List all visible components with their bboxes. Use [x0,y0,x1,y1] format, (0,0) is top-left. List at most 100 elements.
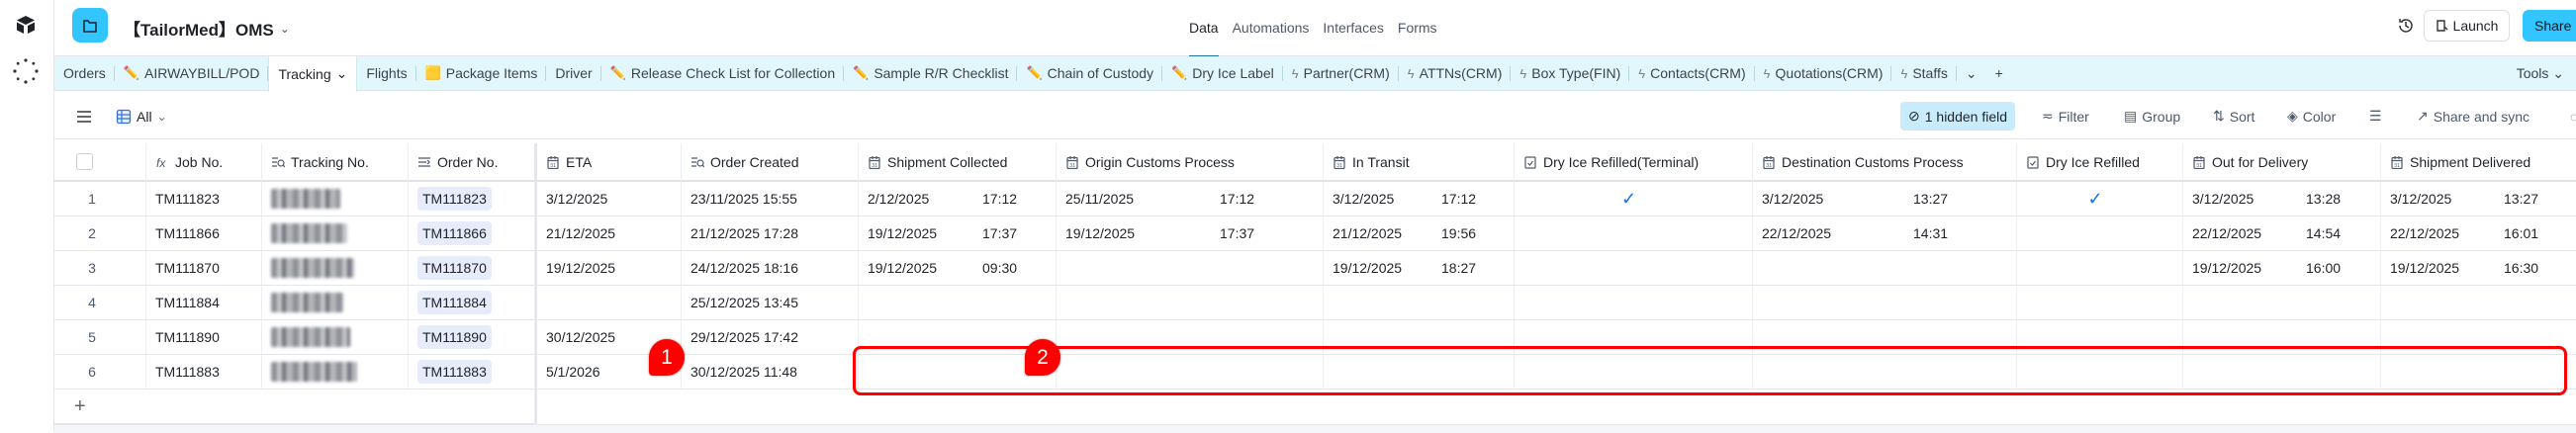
cell-dry-ice-refilled[interactable] [2017,216,2183,251]
cell-in-transit[interactable]: 19/12/2025 18:27 [1324,251,1515,286]
tab-driver[interactable]: Driver [546,56,601,91]
cell-tracking-no-[interactable] [262,182,409,216]
cell-shipment-collected[interactable] [859,320,1057,355]
view-switcher[interactable]: All ⌄ [116,102,167,130]
cell-shipment-collected[interactable]: 19/12/2025 17:37 [859,216,1057,251]
cell-tracking-no-[interactable] [262,216,409,251]
tab-airwaybill-pod[interactable]: ✏️ AIRWAYBILL/POD [115,56,269,91]
column-header-shipment-collected[interactable]: 31 Shipment Collected [859,143,1057,182]
cell-dry-ice-refilled-terminal-[interactable] [1515,286,1753,320]
tools-menu[interactable]: Tools ⌄ [2516,65,2564,81]
order-link-pill[interactable]: TM111884 [417,291,492,314]
cell-in-transit[interactable] [1324,286,1515,320]
tab-contacts-crm-[interactable]: ϟ Contacts(CRM) [1629,56,1755,91]
cell-eta[interactable]: 19/12/2025 [537,251,682,286]
hidden-fields-button[interactable]: ⊘ 1 hidden field [1900,102,2016,130]
cell-destination-customs-process[interactable] [1753,251,2017,286]
cell-shipment-delivered[interactable]: 22/12/2025 16:01 [2381,216,2576,251]
cell-job-no-[interactable]: TM111870 [146,251,262,286]
cell-job-no-[interactable]: TM111883 [146,355,262,390]
app-folder-icon[interactable] [72,8,108,43]
cell-dry-ice-refilled[interactable]: ✓ [2017,182,2183,216]
cell-destination-customs-process[interactable] [1753,320,2017,355]
column-header-destination-customs-process[interactable]: 31 Destination Customs Process [1753,143,2017,182]
cell-order-no-[interactable]: TM111890 [409,320,535,355]
column-header-out-for-delivery[interactable]: 31 Out for Delivery [2183,143,2381,182]
color-button[interactable]: ◈ Color [2287,102,2336,130]
cell-order-created[interactable]: 23/11/2025 15:55 [682,182,859,216]
nav-forms[interactable]: Forms [1397,20,1437,36]
share-button[interactable]: Share [2523,10,2576,42]
select-all-checkbox[interactable] [76,153,93,170]
cell-shipment-collected[interactable]: 2/12/2025 17:12 [859,182,1057,216]
cell-dry-ice-refilled[interactable] [2017,320,2183,355]
cell-dry-ice-refilled-terminal-[interactable] [1515,320,1753,355]
cell-eta[interactable]: 3/12/2025 [537,182,682,216]
cell-shipment-delivered[interactable]: 19/12/2025 16:30 [2381,251,2576,286]
cell-origin-customs-process[interactable]: 25/11/2025 17:12 [1057,182,1324,216]
cell-origin-customs-process[interactable] [1057,320,1324,355]
column-header-dry-ice-refilled[interactable]: Dry Ice Refilled [2017,143,2183,182]
share-sync-button[interactable]: ↗ Share and sync [2417,102,2530,130]
chevron-down-icon[interactable]: ⌄ [335,65,348,81]
history-icon[interactable] [2396,16,2416,36]
cell-dry-ice-refilled[interactable] [2017,355,2183,390]
cell-in-transit[interactable]: 3/12/2025 17:12 [1324,182,1515,216]
cell-dry-ice-refilled-terminal-[interactable]: ✓ [1515,182,1753,216]
cell-shipment-collected[interactable] [859,355,1057,390]
cell-order-created[interactable]: 25/12/2025 13:45 [682,286,859,320]
cell-eta[interactable]: 30/12/2025 [537,320,682,355]
cell-order-created[interactable]: 24/12/2025 18:16 [682,251,859,286]
column-header-in-transit[interactable]: 31 In Transit [1324,143,1515,182]
add-table-button[interactable]: + [1994,65,2003,81]
tab-release-check-list-for-collection[interactable]: ✏️ Release Check List for Collection [601,56,845,91]
cell-in-transit[interactable]: 21/12/2025 19:56 [1324,216,1515,251]
cell-out-for-delivery[interactable]: 22/12/2025 14:54 [2183,216,2381,251]
cell-order-no-[interactable]: TM111883 [409,355,535,390]
cell-dry-ice-refilled[interactable] [2017,286,2183,320]
cell-order-created[interactable]: 21/12/2025 17:28 [682,216,859,251]
row-height-button[interactable]: ☰ [2369,102,2382,130]
column-header-eta[interactable]: 31 ETA [537,143,682,182]
app-title-dropdown[interactable]: 【TailorMed】OMS ⌄ [124,16,290,41]
column-header-order-created[interactable]: Order Created [682,143,859,182]
cell-order-no-[interactable]: TM111884 [409,286,535,320]
order-link-pill[interactable]: TM111890 [417,325,492,349]
order-link-pill[interactable]: TM111883 [417,360,492,384]
column-header-dry-ice-refilled-terminal-[interactable]: Dry Ice Refilled(Terminal) [1515,143,1753,182]
column-header-origin-customs-process[interactable]: 31 Origin Customs Process [1057,143,1324,182]
cell-job-no-[interactable]: TM111823 [146,182,262,216]
cell-shipment-delivered[interactable]: 3/12/2025 13:27 [2381,182,2576,216]
cell-shipment-delivered[interactable] [2381,320,2576,355]
tab-flights[interactable]: Flights [357,56,416,91]
cell-destination-customs-process[interactable] [1753,355,2017,390]
tab-quotations-crm-[interactable]: ϟ Quotations(CRM) [1755,56,1892,91]
cell-job-no-[interactable]: TM111884 [146,286,262,320]
tab-box-type-fin-[interactable]: ϟ Box Type(FIN) [1511,56,1630,91]
cell-destination-customs-process[interactable]: 3/12/2025 13:27 [1753,182,2017,216]
cell-in-transit[interactable] [1324,355,1515,390]
cell-out-for-delivery[interactable] [2183,355,2381,390]
nav-automations[interactable]: Automations [1232,20,1310,36]
cell-job-no-[interactable]: TM111890 [146,320,262,355]
cell-dry-ice-refilled-terminal-[interactable] [1515,251,1753,286]
group-button[interactable]: ▤ Group [2124,102,2180,130]
menu-toggle-button[interactable] [76,102,92,130]
cell-job-no-[interactable]: TM111866 [146,216,262,251]
cell-in-transit[interactable] [1324,320,1515,355]
cell-origin-customs-process[interactable] [1057,251,1324,286]
cell-tracking-no-[interactable] [262,251,409,286]
cell-order-no-[interactable]: TM111823 [409,182,535,216]
sort-button[interactable]: ⇅ Sort [2213,102,2254,130]
column-header-shipment-delivered[interactable]: 31 Shipment Delivered [2381,143,2576,182]
cell-order-no-[interactable]: TM111870 [409,251,535,286]
cell-tracking-no-[interactable] [262,355,409,390]
cell-out-for-delivery[interactable]: 3/12/2025 13:28 [2183,182,2381,216]
cell-out-for-delivery[interactable]: 19/12/2025 16:00 [2183,251,2381,286]
nav-interfaces[interactable]: Interfaces [1323,20,1384,36]
tab-partner-crm-[interactable]: ϟ Partner(CRM) [1283,56,1399,91]
cell-order-created[interactable]: 29/12/2025 17:42 [682,320,859,355]
frozen-column-divider[interactable] [534,143,537,433]
tab-package-items[interactable]: 🟨 Package Items [416,56,547,91]
cell-order-created[interactable]: 30/12/2025 11:48 [682,355,859,390]
